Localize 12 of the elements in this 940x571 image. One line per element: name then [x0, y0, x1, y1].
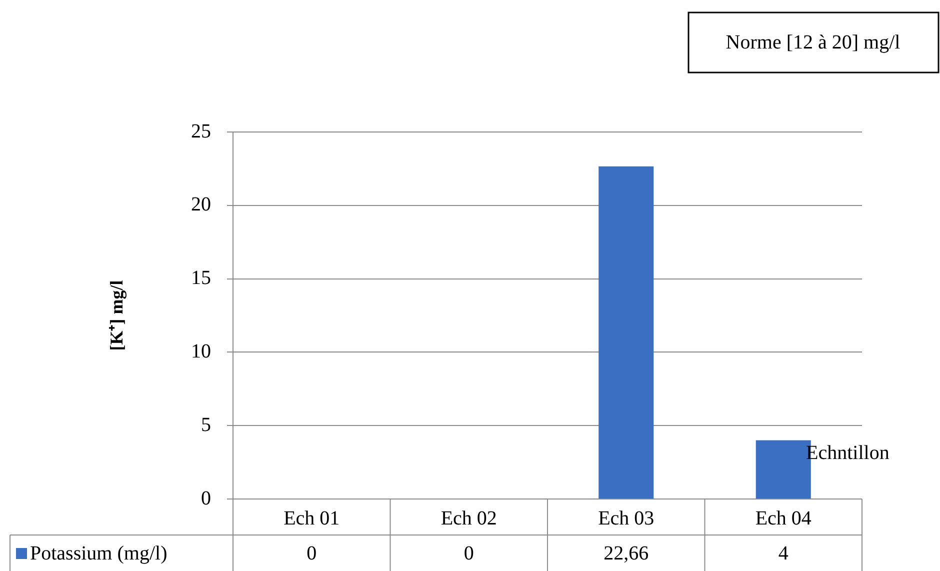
x-tick-label: Ech 04 — [755, 507, 812, 530]
y-tick-label: 15 — [191, 267, 211, 290]
y-tick-label: 5 — [201, 414, 211, 436]
x-tick-label: Ech 02 — [440, 507, 497, 530]
y-axis-title: [K⁺] mg/l — [106, 280, 127, 351]
text: Norme [12 à 20] mg/l — [726, 31, 901, 54]
y-tick-label: 10 — [191, 340, 211, 362]
y-tick-label: 25 — [191, 120, 211, 142]
x-tick-label: Ech 03 — [598, 507, 654, 530]
x-tick-label: Ech 01 — [284, 507, 340, 530]
y-tick-label: 20 — [191, 194, 211, 216]
y-tick-label: 0 — [201, 487, 211, 510]
